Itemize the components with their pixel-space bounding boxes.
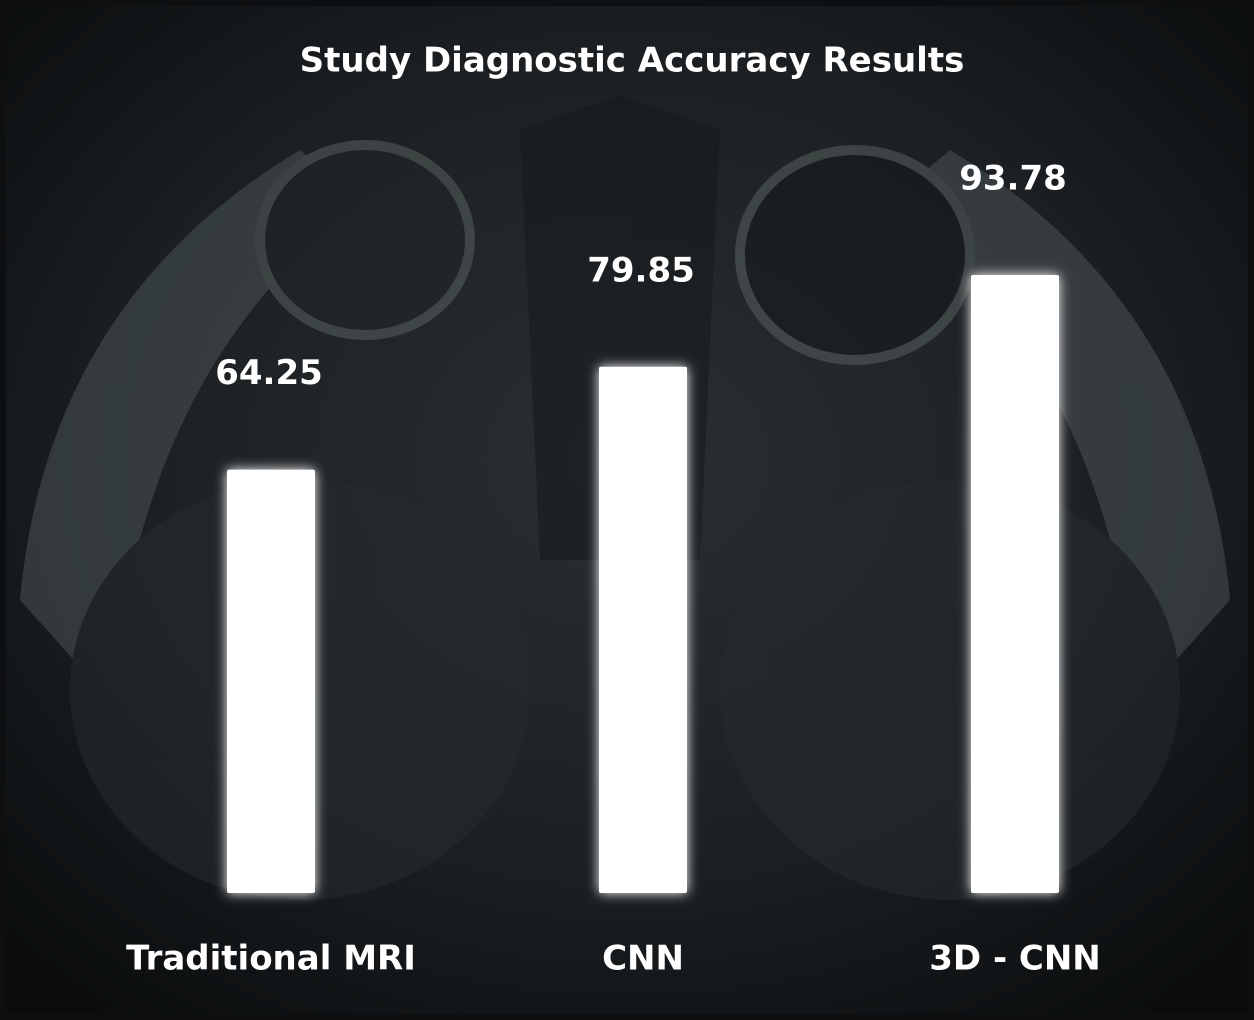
chart-title: Study Diagnostic Accuracy Results <box>300 41 965 81</box>
bar <box>599 366 687 893</box>
bar <box>227 469 315 893</box>
value-label: 79.85 <box>587 250 695 290</box>
scan-decoration <box>20 95 1230 900</box>
category-label: Traditional MRI <box>126 939 416 979</box>
bar <box>971 274 1059 893</box>
value-label: 64.25 <box>215 353 323 393</box>
category-label: 3D - CNN <box>929 939 1101 979</box>
value-label: 93.78 <box>959 158 1067 198</box>
category-label: CNN <box>602 939 684 979</box>
